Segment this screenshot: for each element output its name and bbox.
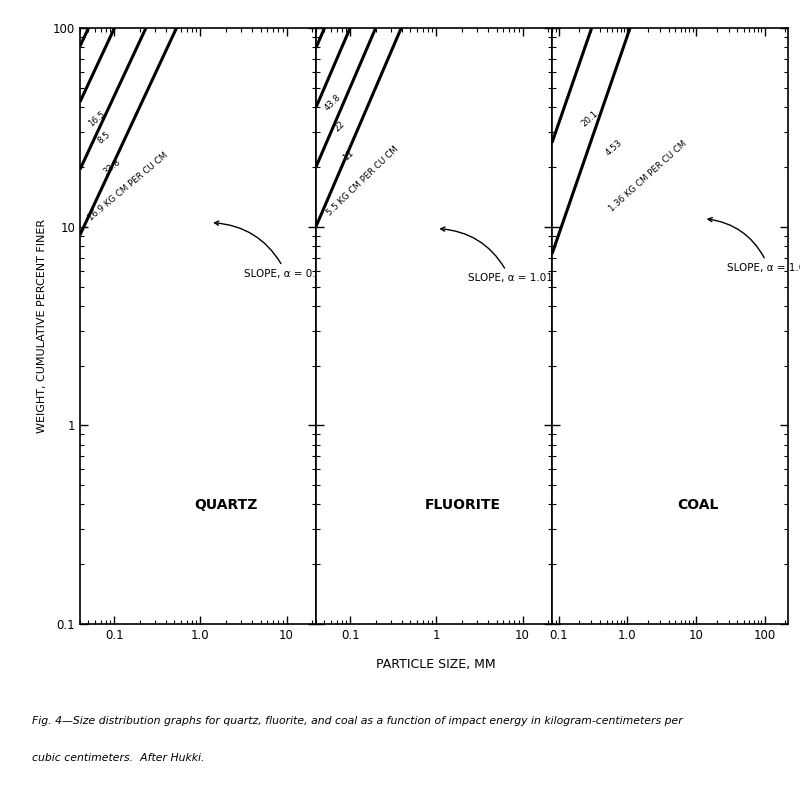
Text: 1.36 KG CM PER CU CM: 1.36 KG CM PER CU CM: [607, 138, 689, 213]
Text: 20.1: 20.1: [579, 109, 599, 129]
Text: 33.8: 33.8: [102, 157, 122, 176]
Text: 5.5 KG CM PER CU CM: 5.5 KG CM PER CU CM: [326, 144, 401, 217]
Text: Fig. 4—Size distribution graphs for quartz, fluorite, and coal as a function of : Fig. 4—Size distribution graphs for quar…: [32, 716, 682, 726]
Text: SLOPE, α = 1.01: SLOPE, α = 1.01: [441, 227, 553, 283]
Text: FLUORITE: FLUORITE: [424, 497, 500, 512]
Text: 16.9 KG CM PER CU CM: 16.9 KG CM PER CU CM: [86, 151, 170, 222]
Text: 16.5: 16.5: [86, 109, 106, 128]
Text: 43.8: 43.8: [322, 93, 342, 113]
Text: QUARTZ: QUARTZ: [194, 497, 258, 512]
Text: 11: 11: [342, 148, 355, 162]
Text: 22: 22: [333, 119, 346, 134]
Text: 8.5: 8.5: [95, 130, 112, 146]
Text: COAL: COAL: [678, 497, 719, 512]
Y-axis label: WEIGHT, CUMULATIVE PERCENT FINER: WEIGHT, CUMULATIVE PERCENT FINER: [38, 219, 47, 433]
Text: 4.53: 4.53: [604, 138, 625, 158]
Text: PARTICLE SIZE, MM: PARTICLE SIZE, MM: [376, 658, 496, 671]
Text: SLOPE, α = 1.00: SLOPE, α = 1.00: [708, 217, 800, 273]
Text: SLOPE, α = 0.93: SLOPE, α = 0.93: [214, 221, 329, 279]
Text: cubic centimeters.  After Hukki.: cubic centimeters. After Hukki.: [32, 753, 205, 762]
